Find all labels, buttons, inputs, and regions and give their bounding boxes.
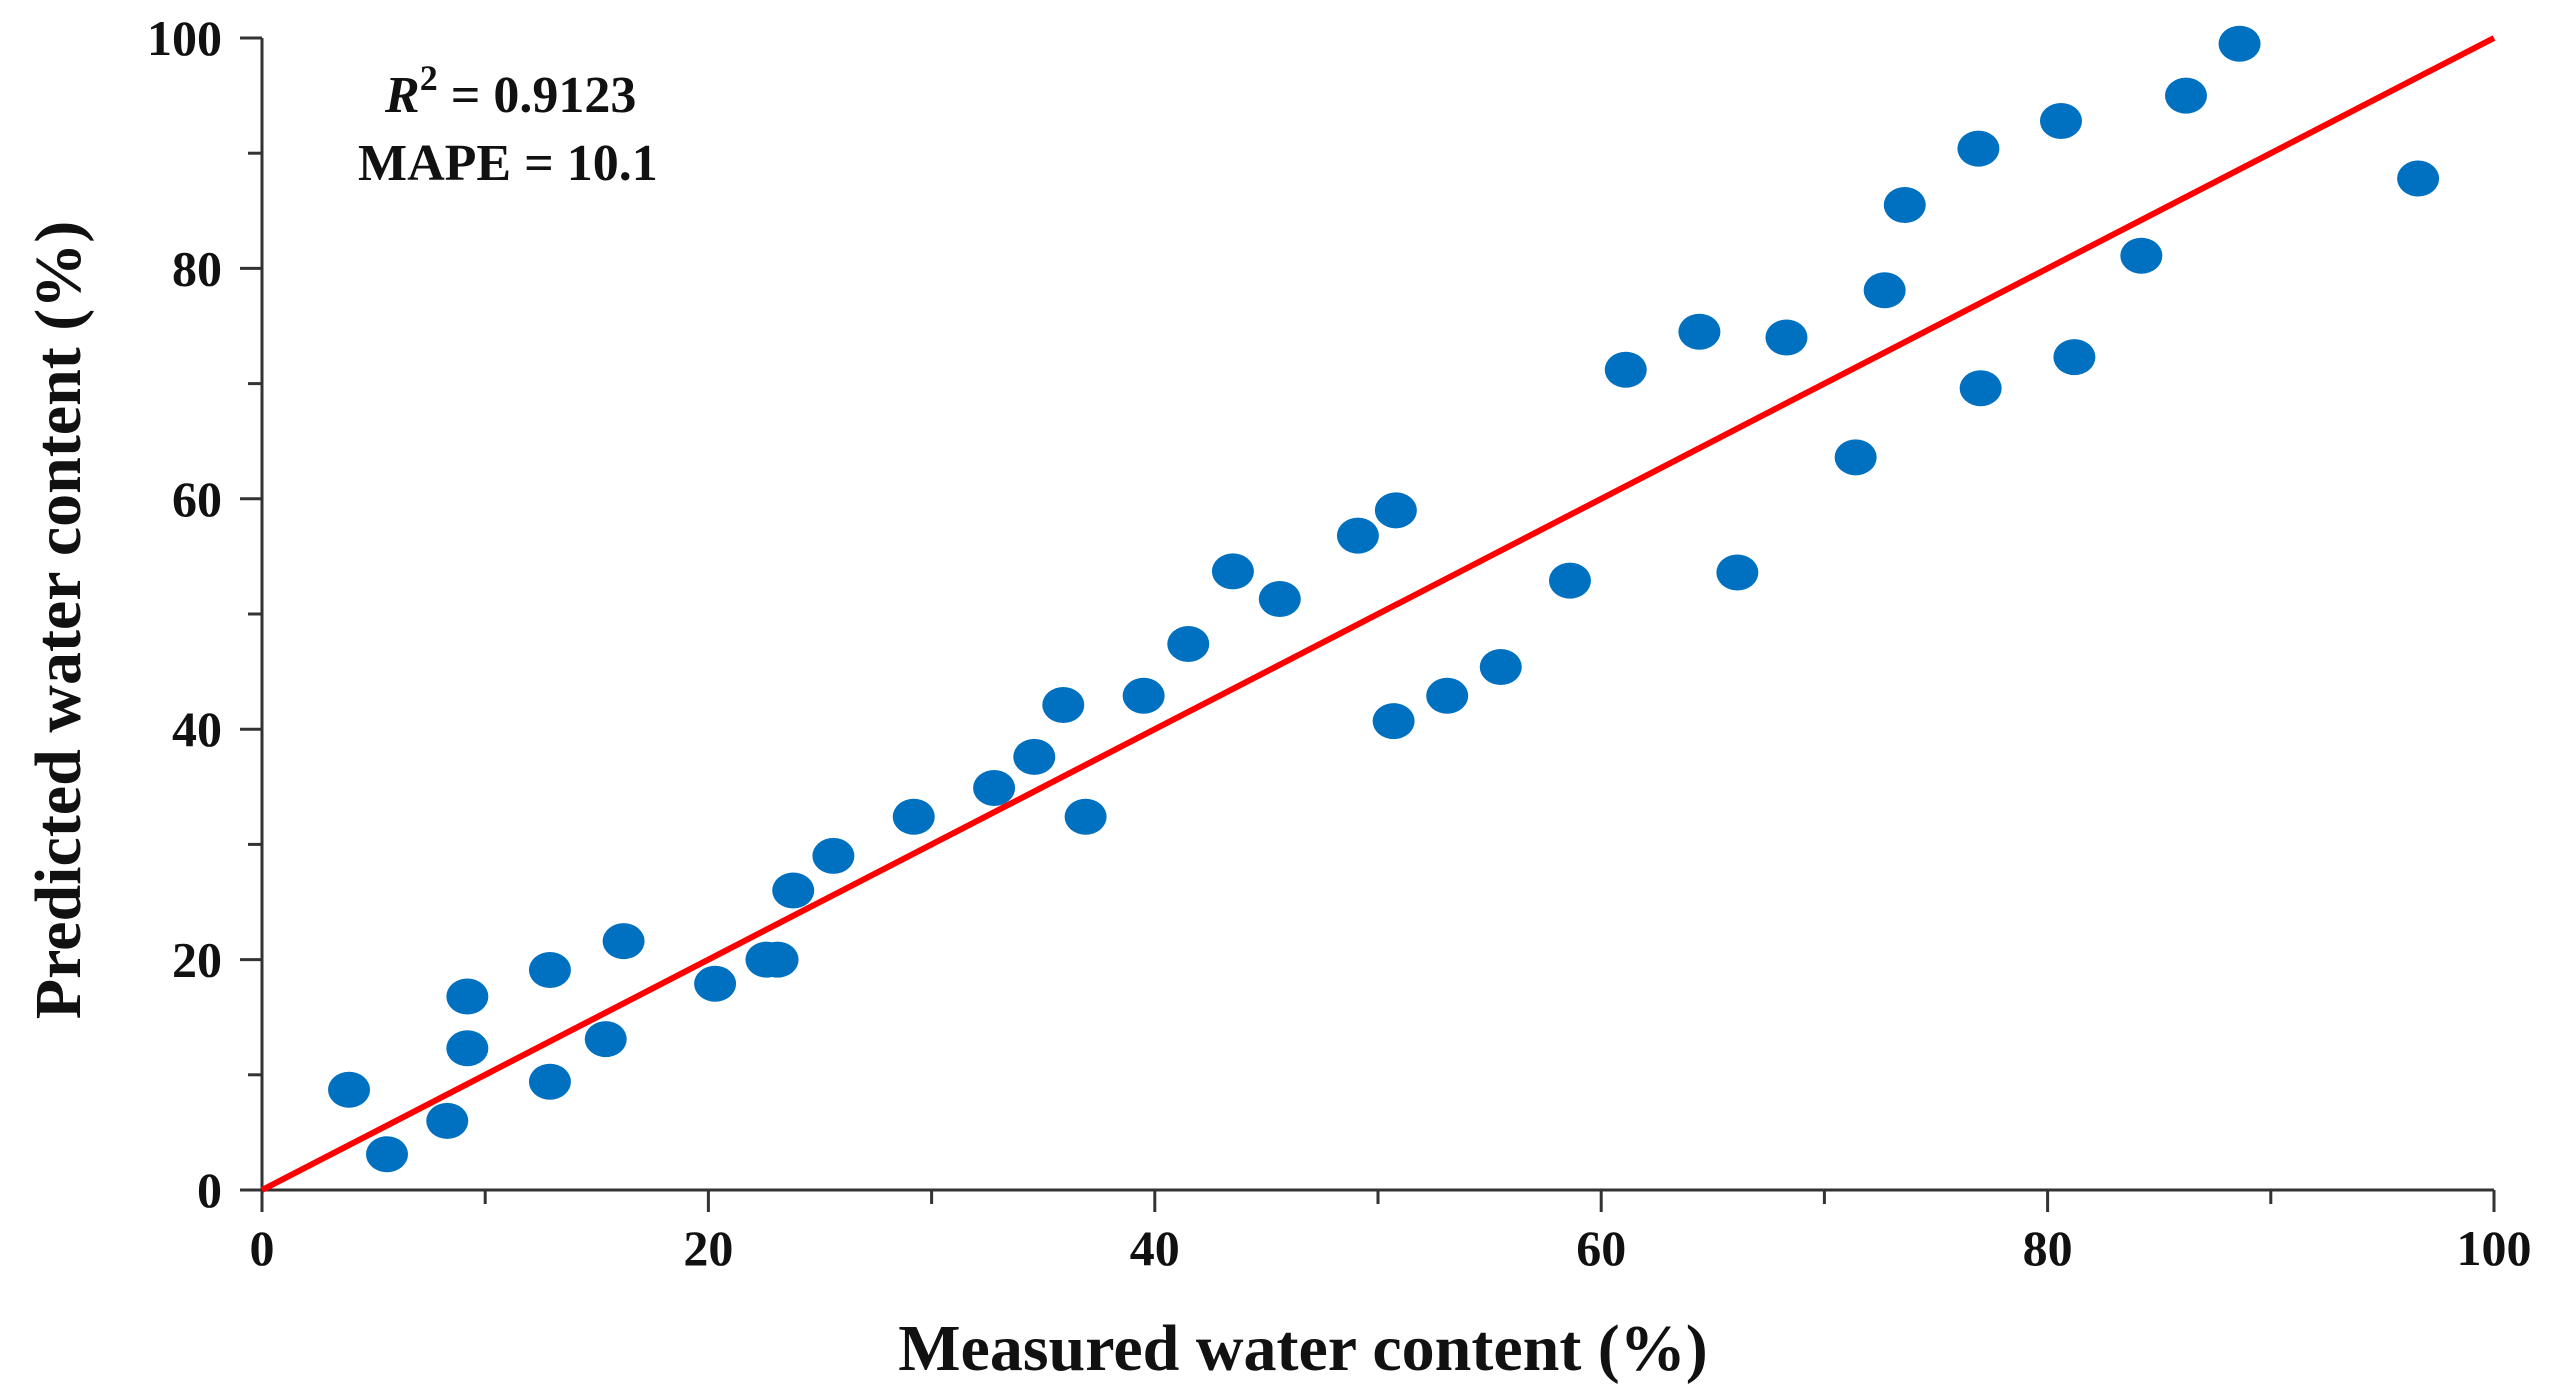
data-point xyxy=(1604,351,1647,388)
data-point xyxy=(1765,319,1808,356)
y-tick-label: 20 xyxy=(172,932,222,988)
data-point xyxy=(2120,237,2163,274)
data-point xyxy=(528,1063,571,1100)
data-point xyxy=(892,798,935,835)
data-point xyxy=(1372,703,1415,740)
data-point xyxy=(446,1030,489,1067)
x-tick-label: 0 xyxy=(250,1220,275,1276)
data-point xyxy=(2053,339,2096,376)
tick-labels: 0 20 40 60 80 100 0 20 40 60 80 100 xyxy=(147,10,2532,1276)
data-point xyxy=(2164,77,2207,114)
data-point xyxy=(1374,492,1417,529)
data-point xyxy=(1167,625,1210,662)
ticks xyxy=(240,36,2496,1212)
y-tick-label: 0 xyxy=(197,1162,222,1218)
stats-annotation: R2 = 0.9123 MAPE = 10.1 xyxy=(358,58,658,192)
y-tick-label: 60 xyxy=(172,471,222,527)
data-point xyxy=(1957,130,2000,167)
data-point xyxy=(1211,553,1254,590)
data-point xyxy=(2397,160,2440,197)
data-point xyxy=(328,1071,371,1108)
x-tick-label: 100 xyxy=(2457,1220,2532,1276)
data-point xyxy=(1258,581,1301,618)
data-point xyxy=(1716,554,1759,591)
data-point xyxy=(694,965,737,1002)
y-tick-label: 80 xyxy=(172,240,222,296)
r2-annotation: R2 = 0.9123 xyxy=(384,58,636,124)
data-point xyxy=(1013,738,1056,775)
data-point xyxy=(1883,187,1926,224)
data-point xyxy=(1959,370,2002,407)
x-tick-label: 60 xyxy=(1576,1220,1626,1276)
data-point xyxy=(1678,313,1721,350)
x-tick-label: 20 xyxy=(683,1220,733,1276)
x-tick-label: 80 xyxy=(2023,1220,2073,1276)
fit-line-group xyxy=(260,35,2496,1193)
data-point xyxy=(446,978,489,1015)
data-point xyxy=(365,1136,408,1173)
data-points xyxy=(328,25,2440,1173)
x-axis-title: Measured water content (%) xyxy=(898,1312,1708,1385)
data-point xyxy=(812,837,855,874)
r2-value: = 0.9123 xyxy=(438,67,637,124)
data-point xyxy=(1122,677,1165,714)
data-point xyxy=(602,923,645,960)
data-point xyxy=(2039,102,2082,139)
data-point xyxy=(2218,25,2261,62)
y-tick-label: 100 xyxy=(147,10,222,66)
data-point xyxy=(1834,439,1877,476)
data-point xyxy=(1336,517,1379,554)
data-point xyxy=(1064,798,1107,835)
data-point xyxy=(1042,687,1085,724)
data-point xyxy=(772,872,815,909)
data-point xyxy=(1863,272,1906,309)
data-point xyxy=(973,769,1016,806)
data-point xyxy=(584,1021,627,1058)
data-point xyxy=(1479,648,1522,685)
r2-symbol: R xyxy=(384,67,420,124)
fit-line xyxy=(260,35,2496,1193)
y-tick-label: 40 xyxy=(172,701,222,757)
mape-annotation: MAPE = 10.1 xyxy=(358,135,658,192)
x-tick-label: 40 xyxy=(1130,1220,1180,1276)
data-point xyxy=(426,1102,469,1139)
data-point xyxy=(528,951,571,988)
data-point xyxy=(1548,562,1591,599)
data-point xyxy=(1426,677,1469,714)
data-point xyxy=(756,941,799,978)
y-axis-title: Predicted water content (%) xyxy=(22,221,95,1019)
r2-exponent: 2 xyxy=(420,58,438,98)
